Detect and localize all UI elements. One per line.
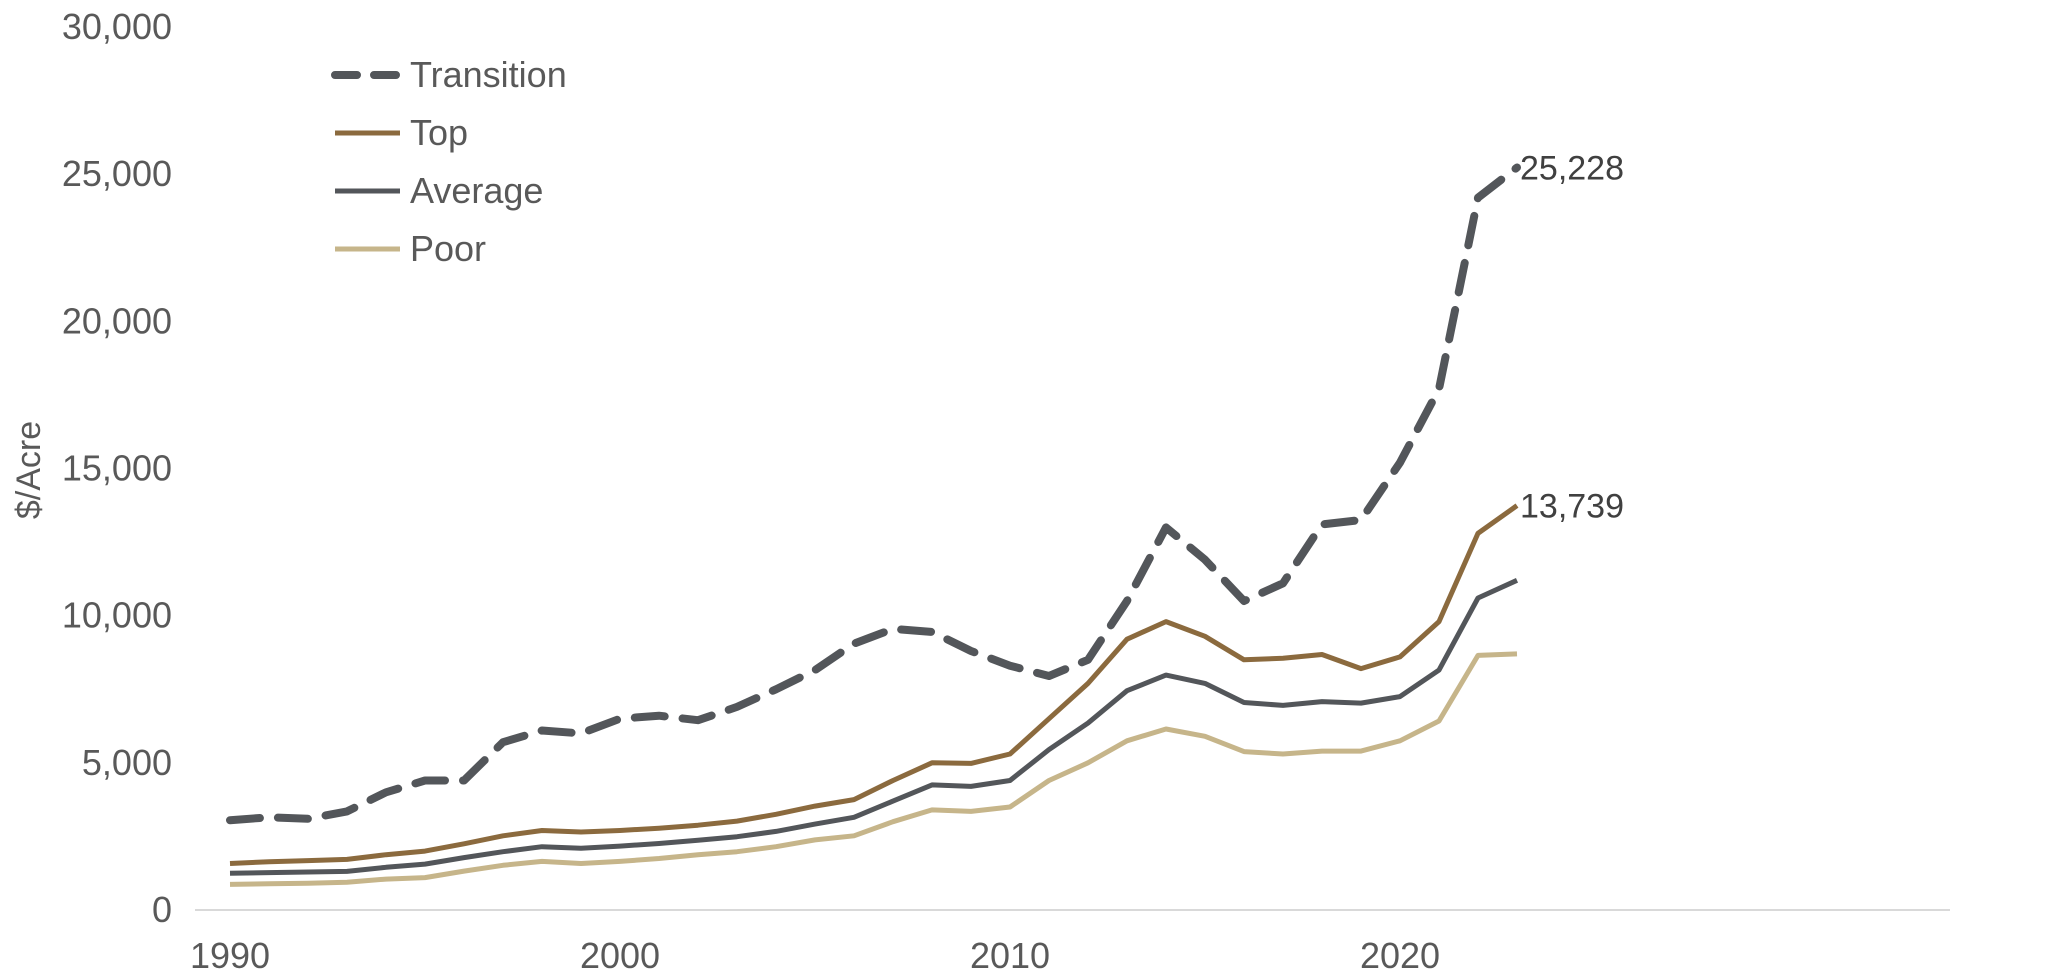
- x-tick-label: 2010: [970, 935, 1050, 973]
- series-line-poor: [229, 651, 1518, 887]
- series-line-top: [229, 503, 1519, 866]
- x-axis-ticks: 1990 2000 2010 2020: [190, 935, 1440, 973]
- series-line-transition: [226, 163, 1521, 825]
- y-tick-label: 5,000: [82, 742, 172, 783]
- legend: Transition Top Average Poor: [331, 54, 567, 269]
- y-tick-label: 15,000: [62, 448, 172, 489]
- x-tick-label: 2020: [1360, 935, 1440, 973]
- y-tick-label: 30,000: [62, 6, 172, 47]
- series-lines: [226, 163, 1521, 887]
- series-line-average: [229, 578, 1519, 876]
- x-tick-label: 1990: [190, 935, 270, 973]
- y-axis-ticks: 0 5,000 10,000 15,000 20,000 25,000 30,000: [62, 6, 172, 930]
- legend-label-average: Average: [410, 170, 543, 211]
- legend-label-transition: Transition: [410, 54, 567, 95]
- data-labels: 25,228 13,739: [1520, 149, 1624, 525]
- legend-label-poor: Poor: [410, 228, 486, 269]
- y-tick-label: 25,000: [62, 153, 172, 194]
- x-tick-label: 2000: [580, 935, 660, 973]
- data-label-top: 13,739: [1520, 488, 1624, 526]
- y-tick-label: 10,000: [62, 595, 172, 636]
- y-tick-label: 0: [152, 889, 172, 930]
- y-tick-label: 20,000: [62, 300, 172, 341]
- data-label-transition: 25,228: [1520, 149, 1624, 187]
- legend-label-top: Top: [410, 112, 468, 153]
- y-axis-label: $/Acre: [10, 421, 48, 519]
